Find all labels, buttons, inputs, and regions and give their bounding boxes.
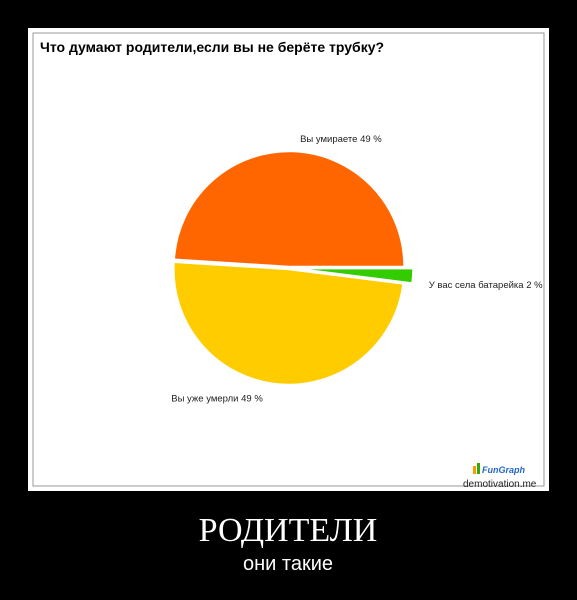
slice-name: У вас села батарейка (429, 280, 525, 291)
slice-value: 2 % (526, 280, 543, 291)
slice-label: Вы уже умерли 49 % (171, 393, 263, 404)
slice-name: Вы уже умерли (171, 393, 238, 404)
pie: У вас села батарейка 2 % Вы уже умерли 49… (171, 134, 543, 404)
logo: FunGraph (482, 465, 525, 475)
logo-icon (473, 466, 476, 474)
pie-slice (173, 150, 405, 268)
slice-label: Вы умираете 49 % (300, 134, 382, 145)
logo-icon (477, 463, 480, 474)
slice-label: У вас села батарейка 2 % (429, 280, 543, 291)
pie-slice (173, 261, 404, 386)
chart-title: Что думают родители,если вы не берёте тр… (40, 39, 384, 55)
slice-value: 49 % (360, 134, 382, 145)
poster-subtitle: они такие (243, 553, 333, 575)
watermark: demotivation.me (463, 479, 537, 490)
slice-value: 49 % (241, 393, 263, 404)
pie-slice (297, 267, 414, 284)
poster-title: РОДИТЕЛИ (199, 512, 378, 549)
slice-name: Вы умираете (300, 134, 357, 145)
